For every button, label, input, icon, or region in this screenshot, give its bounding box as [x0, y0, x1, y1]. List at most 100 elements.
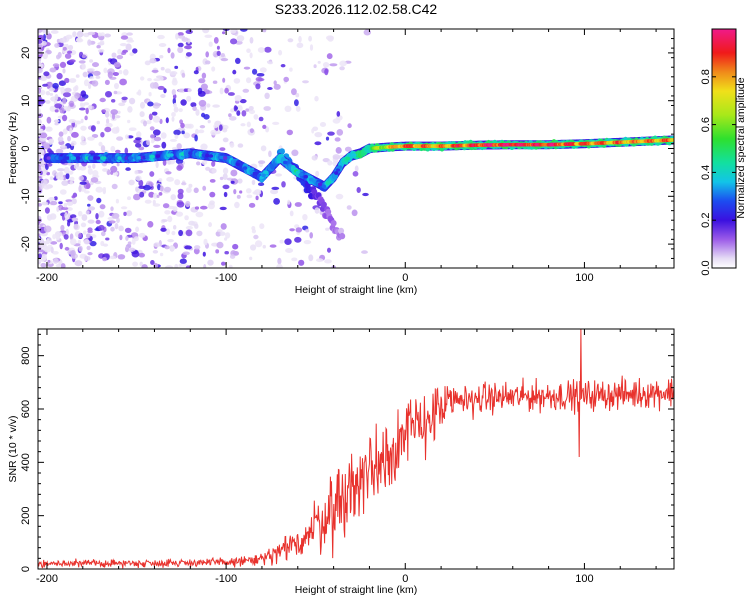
noise-blob	[233, 78, 241, 84]
noise-blob	[96, 197, 102, 204]
noise-blob	[89, 76, 95, 80]
noise-blob	[78, 245, 83, 252]
noise-blob	[43, 225, 52, 233]
noise-blob	[149, 82, 156, 89]
noise-blob	[173, 129, 181, 136]
noise-blob	[153, 129, 161, 136]
noise-blob	[200, 143, 208, 151]
noise-blob	[173, 106, 179, 113]
noise-blob	[52, 63, 60, 68]
noise-blob	[339, 60, 347, 67]
noise-blob	[115, 198, 119, 204]
noise-blob	[199, 125, 206, 129]
noise-blob	[76, 166, 82, 171]
noise-blob	[111, 52, 117, 58]
noise-blob	[116, 162, 120, 167]
x-tick-label: 100	[575, 573, 593, 585]
noise-blob	[159, 252, 164, 257]
noise-blob	[65, 172, 70, 180]
noise-blob	[127, 241, 132, 246]
noise-blob	[132, 48, 138, 54]
noise-blob	[95, 186, 104, 193]
noise-blob	[267, 61, 274, 65]
noise-blob	[255, 83, 261, 90]
noise-blob	[246, 188, 252, 194]
noise-blob	[246, 121, 251, 128]
noise-blob	[177, 192, 184, 200]
noise-blob	[351, 209, 358, 217]
noise-blob	[89, 59, 94, 63]
noise-blob	[116, 217, 120, 223]
y-tick-label: -10	[20, 188, 32, 204]
noise-blob	[177, 32, 184, 37]
noise-blob	[225, 232, 231, 239]
colorbar	[711, 28, 737, 269]
noise-blob	[272, 121, 280, 125]
noise-blob	[98, 210, 105, 218]
snr-x-axis-title: Height of straight line (km)	[295, 584, 418, 596]
noise-blob	[298, 259, 305, 266]
ridge-blob	[188, 151, 193, 156]
noise-blob	[46, 171, 50, 176]
noise-blob	[49, 92, 54, 96]
noise-blob	[311, 155, 318, 161]
noise-blob	[138, 252, 145, 258]
noise-blob	[172, 97, 176, 105]
noise-blob	[242, 88, 250, 93]
noise-blob	[99, 40, 105, 45]
noise-blob	[47, 148, 52, 153]
noise-blob	[171, 116, 175, 122]
y-tick-label: -20	[20, 236, 32, 252]
noise-blob	[174, 179, 181, 186]
noise-blob	[87, 230, 93, 234]
noise-blob	[144, 199, 152, 204]
noise-blob	[181, 72, 186, 78]
noise-blob	[80, 135, 85, 141]
ridge-blob	[352, 153, 357, 157]
noise-blob	[273, 83, 281, 90]
noise-blob	[38, 165, 41, 173]
noise-blob	[177, 188, 184, 195]
noise-blob	[327, 160, 333, 166]
noise-blob	[62, 114, 68, 122]
noise-blob	[52, 258, 59, 264]
noise-blob	[92, 62, 99, 68]
ridge-blob	[58, 156, 63, 160]
spectrogram-frame	[37, 28, 675, 269]
colorbar-tick-label: 0.6	[700, 117, 712, 132]
noise-blob	[124, 147, 129, 155]
noise-blob	[347, 123, 352, 129]
x-tick-label: -200	[36, 573, 58, 585]
noise-blob	[285, 248, 294, 253]
ridge-blob	[145, 155, 150, 159]
noise-blob	[216, 241, 224, 249]
noise-blob	[165, 117, 169, 124]
noise-blob	[131, 250, 140, 258]
noise-blob	[52, 234, 56, 240]
noise-blob	[80, 125, 87, 131]
noise-blob	[153, 144, 161, 148]
noise-blob	[38, 244, 45, 248]
noise-blob	[251, 179, 256, 186]
noise-blob	[230, 169, 238, 177]
ridge-blob	[326, 180, 332, 184]
noise-blob	[135, 186, 139, 192]
noise-blob	[218, 124, 223, 131]
noise-blob	[42, 83, 49, 87]
noise-blob	[135, 226, 140, 233]
noise-blob	[57, 136, 64, 142]
noise-blob	[54, 43, 60, 48]
noise-blob	[138, 232, 146, 238]
ridge-blob	[264, 170, 269, 175]
noise-blob	[70, 214, 77, 219]
noise-blob	[152, 115, 161, 123]
noise-blob	[180, 99, 187, 106]
branch-blob	[339, 232, 346, 240]
noise-blob	[66, 201, 74, 206]
y-tick-label: 0	[20, 566, 32, 572]
ridge-blob	[208, 154, 214, 158]
noise-blob	[219, 176, 224, 181]
noise-blob	[165, 265, 174, 268]
noise-blob	[86, 233, 91, 239]
snr-line	[38, 329, 674, 569]
